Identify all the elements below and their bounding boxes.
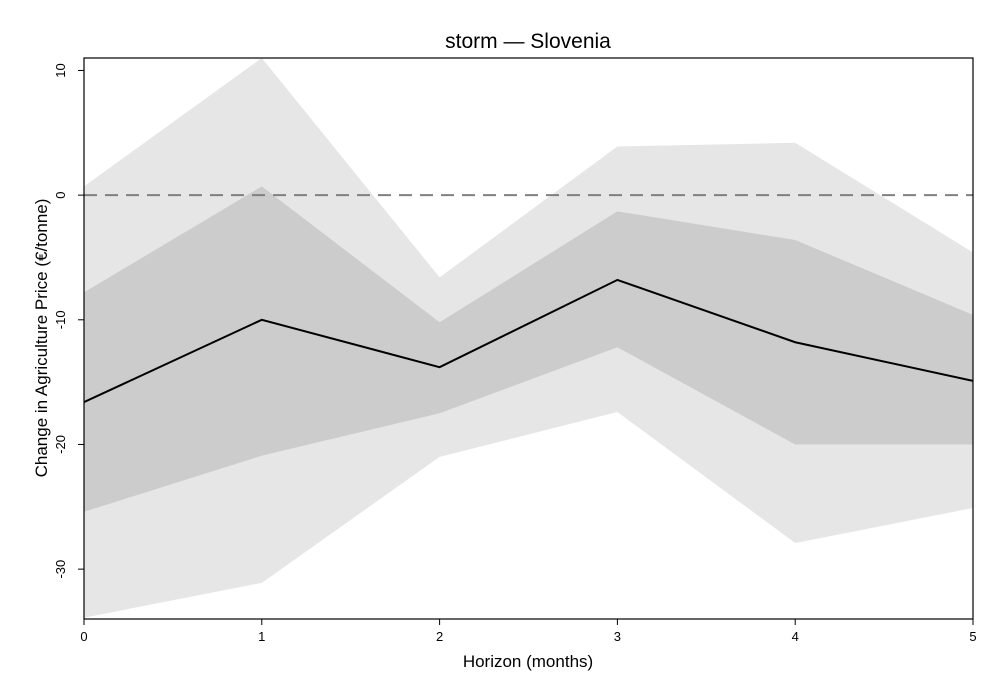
x-axis-title: Horizon (months) <box>463 652 593 671</box>
x-tick-label: 0 <box>80 629 87 644</box>
x-tick-label: 4 <box>792 629 799 644</box>
y-axis-title: Change in Agriculture Price (€/tonne) <box>32 199 51 478</box>
y-tick-label: 10 <box>53 63 68 77</box>
plot-area <box>84 58 973 618</box>
axes: 0 1 2 3 4 5 10 0 -10 -20 -30 <box>53 57 977 644</box>
x-tick-label: 3 <box>614 629 621 644</box>
chart-title: storm — Slovenia <box>445 30 611 53</box>
x-tick-label: 5 <box>969 629 976 644</box>
y-tick-label: 0 <box>53 192 68 199</box>
y-tick-label: -30 <box>53 560 68 579</box>
x-tick-label: 2 <box>436 629 443 644</box>
plot-frame <box>83 57 974 620</box>
y-tick-label: -20 <box>53 435 68 454</box>
inner-confidence-band <box>84 186 973 512</box>
estimate-line <box>84 278 973 403</box>
plot-content <box>84 58 973 618</box>
y-tick-label: -10 <box>53 310 68 329</box>
x-tick-label: 1 <box>258 629 265 644</box>
